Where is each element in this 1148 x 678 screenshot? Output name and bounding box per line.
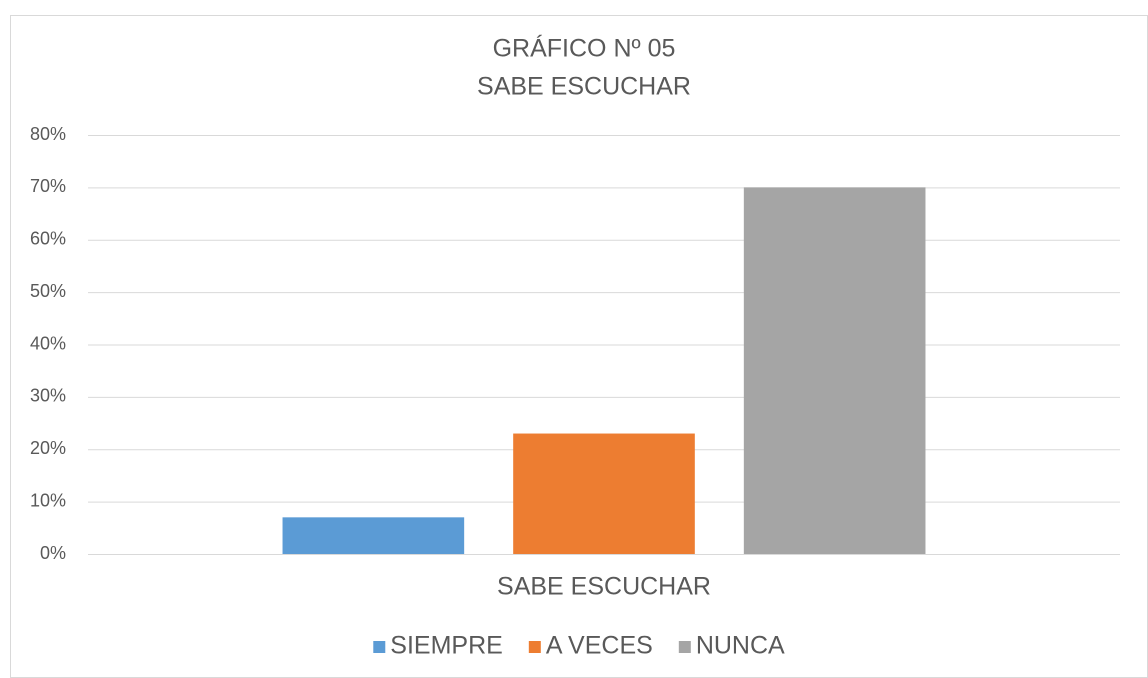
chart-title: GRÁFICO Nº 05 bbox=[493, 34, 676, 63]
y-tick-label: 10% bbox=[30, 490, 66, 510]
y-tick-label: 80% bbox=[30, 124, 66, 144]
bar bbox=[513, 433, 695, 554]
legend-label: A VECES bbox=[546, 632, 653, 660]
chart-border bbox=[10, 15, 1148, 678]
legend-swatch bbox=[528, 641, 541, 653]
x-tick-label: SABE ESCUCHAR bbox=[497, 573, 711, 601]
y-tick-label: 60% bbox=[30, 229, 66, 249]
y-tick-label: 40% bbox=[30, 333, 66, 353]
chart-subtitle: SABE ESCUCHAR bbox=[477, 73, 691, 101]
legend-label: NUNCA bbox=[696, 632, 785, 660]
bar bbox=[743, 187, 926, 554]
y-tick-label: 50% bbox=[30, 281, 66, 301]
legend-swatch bbox=[678, 641, 691, 653]
y-tick-label: 20% bbox=[30, 438, 66, 458]
bar bbox=[282, 517, 465, 554]
y-tick-label: 30% bbox=[30, 386, 66, 406]
legend-label: SIEMPRE bbox=[390, 632, 503, 660]
y-tick-label: 0% bbox=[40, 543, 66, 563]
legend-swatch bbox=[373, 641, 386, 653]
y-tick-label: 70% bbox=[30, 176, 66, 196]
